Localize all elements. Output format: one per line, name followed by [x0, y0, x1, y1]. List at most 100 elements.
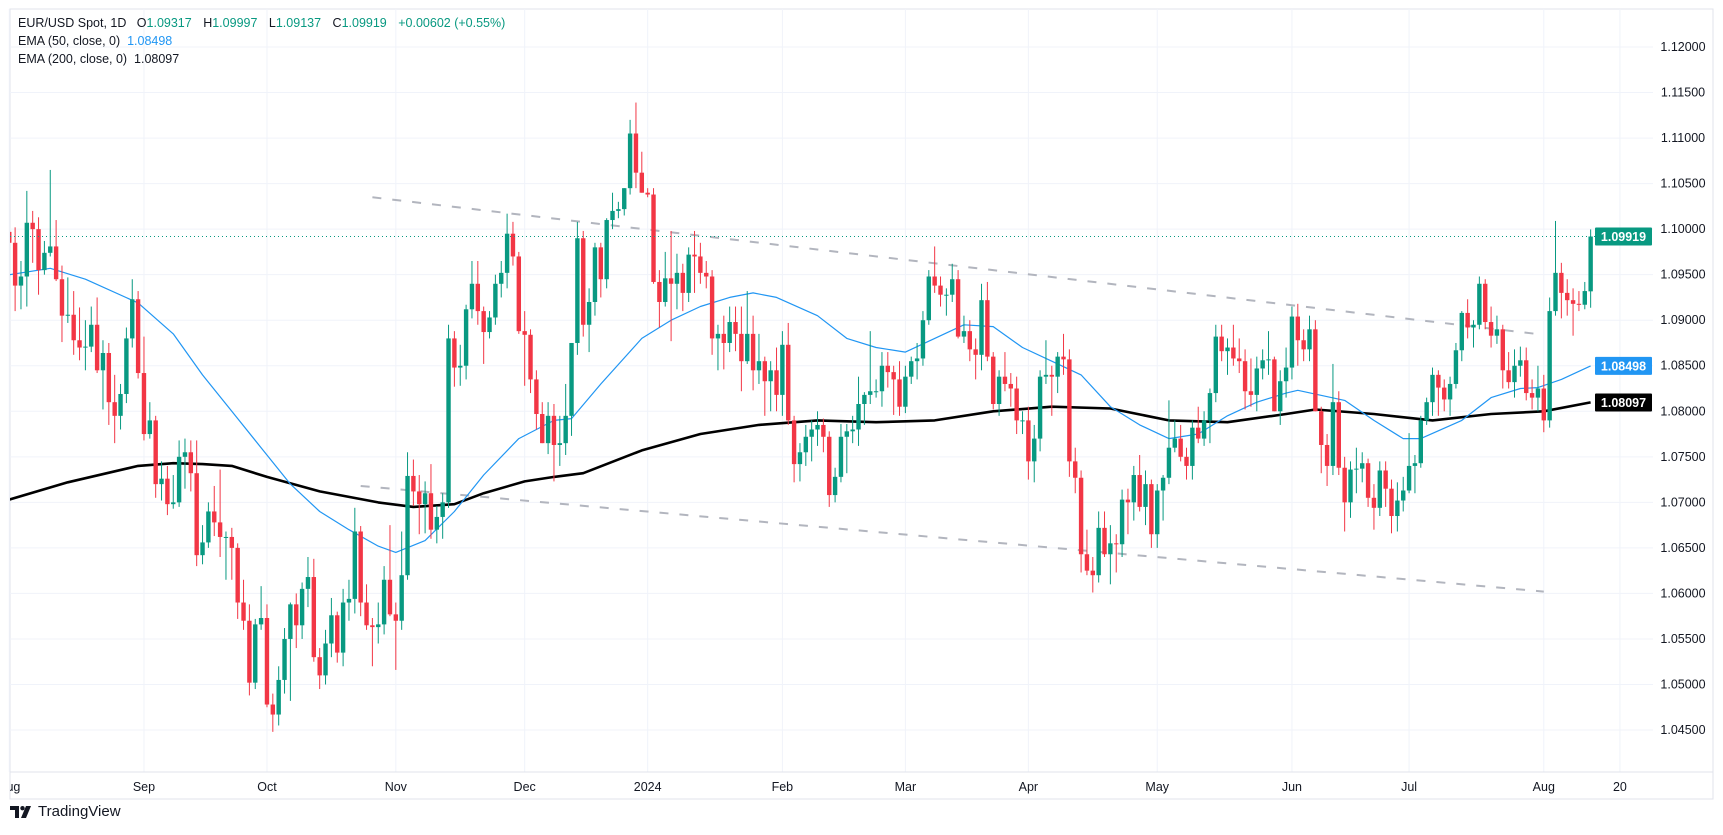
candle-up[interactable]: [797, 443, 803, 482]
candle-up[interactable]: [745, 291, 750, 364]
candle-down[interactable]: [1524, 347, 1529, 401]
candle-up[interactable]: [1160, 475, 1166, 521]
candle-up[interactable]: [1278, 370, 1283, 425]
candle-down[interactable]: [938, 276, 943, 307]
candle-up[interactable]: [1055, 352, 1060, 394]
candle-down[interactable]: [704, 261, 709, 289]
candle-up[interactable]: [1190, 420, 1195, 480]
candle-up[interactable]: [176, 440, 182, 507]
candle-up[interactable]: [446, 324, 451, 508]
candle-up[interactable]: [850, 415, 855, 444]
candle-up[interactable]: [563, 383, 568, 455]
candle-up[interactable]: [253, 618, 258, 690]
candle-down[interactable]: [1576, 291, 1582, 312]
candle-down[interactable]: [36, 217, 41, 295]
candle-down[interactable]: [692, 230, 697, 293]
candle-up[interactable]: [405, 452, 410, 580]
candle-up[interactable]: [914, 342, 920, 380]
candle-up[interactable]: [147, 402, 153, 439]
candle-down[interactable]: [534, 370, 539, 430]
candle-up[interactable]: [18, 261, 24, 310]
candle-up[interactable]: [1477, 276, 1482, 330]
candle-down[interactable]: [481, 306, 486, 364]
candle-up[interactable]: [768, 361, 773, 412]
candle-up[interactable]: [1518, 346, 1523, 377]
candle-down[interactable]: [528, 329, 533, 394]
candle-up[interactable]: [1032, 424, 1037, 483]
candle-down[interactable]: [991, 352, 996, 410]
candle-down[interactable]: [1102, 511, 1107, 557]
candle-up[interactable]: [258, 586, 264, 630]
candle-down[interactable]: [1488, 306, 1494, 348]
price-axis[interactable]: 1.12000 1.11500 1.11000 1.10500 1.10000 1.095…: [1660, 40, 1705, 737]
candle-down[interactable]: [229, 527, 235, 580]
candle-up[interactable]: [1412, 454, 1418, 494]
candle-up[interactable]: [944, 288, 949, 316]
candle-down[interactable]: [540, 402, 545, 444]
candle-down[interactable]: [217, 469, 223, 557]
candle-up[interactable]: [815, 411, 820, 446]
candle-down[interactable]: [1084, 529, 1090, 576]
candle-down[interactable]: [1184, 447, 1189, 480]
candle-down[interactable]: [1078, 470, 1084, 573]
candle-up[interactable]: [1395, 482, 1400, 532]
plot-area[interactable]: [7, 102, 1653, 732]
candle-up[interactable]: [1283, 347, 1289, 398]
candle-up[interactable]: [48, 169, 53, 257]
candle-up[interactable]: [422, 481, 428, 534]
candle-up[interactable]: [616, 201, 621, 219]
candle-down[interactable]: [53, 220, 59, 282]
candle-down[interactable]: [721, 315, 727, 370]
candle-up[interactable]: [715, 324, 721, 371]
candle-down[interactable]: [106, 342, 112, 425]
candle-down[interactable]: [428, 464, 434, 539]
candle-down[interactable]: [973, 338, 978, 380]
candle-up[interactable]: [838, 424, 844, 483]
candle-up[interactable]: [727, 306, 732, 353]
candle-down[interactable]: [1500, 324, 1505, 389]
candle-down[interactable]: [1125, 488, 1131, 535]
candle-up[interactable]: [288, 602, 293, 701]
candle-up[interactable]: [42, 240, 47, 275]
candle-down[interactable]: [516, 251, 522, 334]
candle-down[interactable]: [1506, 352, 1511, 389]
candle-up[interactable]: [868, 331, 873, 404]
candle-down[interactable]: [786, 322, 791, 425]
candle-up[interactable]: [1582, 281, 1587, 310]
candle-down[interactable]: [698, 242, 703, 284]
candle-down[interactable]: [1219, 324, 1224, 362]
candle-down[interactable]: [1248, 358, 1254, 407]
candle-up[interactable]: [1471, 320, 1476, 348]
candle-down[interactable]: [1242, 349, 1248, 410]
candle-up[interactable]: [381, 566, 387, 635]
candle-up[interactable]: [89, 306, 94, 353]
candle-down[interactable]: [1067, 349, 1072, 477]
candle-down[interactable]: [188, 440, 194, 492]
candle-down[interactable]: [1483, 279, 1488, 330]
candle-down[interactable]: [762, 356, 768, 416]
candle-down[interactable]: [510, 221, 516, 266]
candle-up[interactable]: [996, 370, 1002, 416]
candle-down[interactable]: [270, 693, 276, 732]
ema50-line[interactable]: [9, 267, 1591, 554]
candle-down[interactable]: [94, 297, 100, 374]
ema200-line[interactable]: [9, 401, 1591, 509]
candle-down[interactable]: [294, 593, 299, 649]
candle-down[interactable]: [651, 188, 656, 284]
candle-down[interactable]: [1389, 479, 1394, 534]
candle-down[interactable]: [7, 215, 12, 256]
candle-up[interactable]: [1020, 411, 1025, 435]
candle-up[interactable]: [950, 263, 955, 302]
candle-up[interactable]: [1254, 356, 1259, 412]
candle-down[interactable]: [985, 281, 990, 362]
candle-up[interactable]: [1119, 489, 1125, 557]
candle-down[interactable]: [212, 485, 217, 537]
candle-down[interactable]: [639, 151, 645, 193]
candle-down[interactable]: [165, 465, 170, 516]
symbol-label[interactable]: EUR/USD Spot, 1D: [18, 16, 127, 30]
candle-up[interactable]: [663, 251, 668, 307]
candle-up[interactable]: [586, 288, 592, 353]
candle-down[interactable]: [733, 306, 738, 352]
candle-up[interactable]: [1418, 415, 1423, 468]
candle-up[interactable]: [1043, 340, 1049, 384]
